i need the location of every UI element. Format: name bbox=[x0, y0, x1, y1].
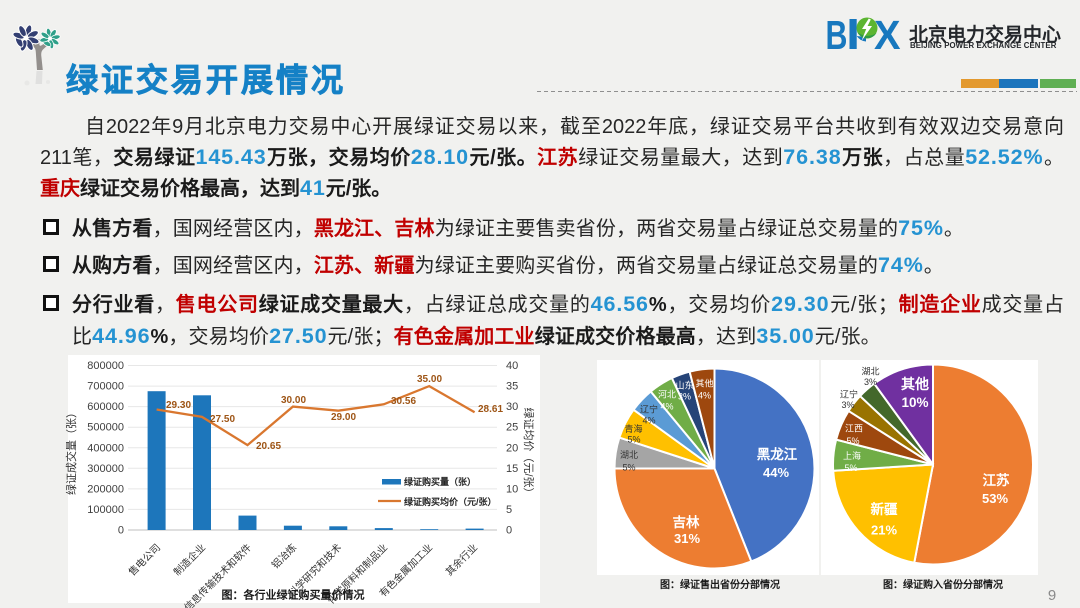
svg-text:3%: 3% bbox=[841, 400, 854, 410]
svg-text:0: 0 bbox=[506, 525, 512, 537]
svg-text:绿证均价（元/张）: 绿证均价（元/张） bbox=[522, 407, 536, 498]
svg-text:20: 20 bbox=[506, 442, 518, 454]
svg-text:青海: 青海 bbox=[624, 423, 642, 434]
svg-text:5%: 5% bbox=[844, 463, 857, 473]
svg-text:图：绿证售出省份分部情况: 图：绿证售出省份分部情况 bbox=[660, 578, 780, 591]
svg-text:0: 0 bbox=[118, 525, 124, 537]
svg-text:100000: 100000 bbox=[87, 504, 124, 516]
svg-text:600000: 600000 bbox=[87, 401, 124, 413]
svg-text:10%: 10% bbox=[901, 395, 928, 410]
svg-text:上海: 上海 bbox=[843, 450, 861, 461]
svg-text:5%: 5% bbox=[622, 463, 635, 473]
svg-text:5%: 5% bbox=[846, 436, 859, 446]
svg-text:湖北: 湖北 bbox=[861, 367, 879, 377]
svg-text:5: 5 bbox=[506, 504, 512, 516]
svg-text:图：绿证购入省份分部情况: 图：绿证购入省份分部情况 bbox=[883, 578, 1003, 591]
svg-text:30: 30 bbox=[506, 401, 518, 413]
svg-text:27.50: 27.50 bbox=[210, 414, 235, 425]
svg-text:其他: 其他 bbox=[901, 376, 929, 392]
svg-text:图：各行业绿证购买量价情况: 图：各行业绿证购买量价情况 bbox=[222, 588, 365, 602]
svg-text:绿证购买均价（元/张）: 绿证购买均价（元/张） bbox=[404, 496, 497, 507]
svg-text:辽宁: 辽宁 bbox=[840, 389, 858, 400]
svg-text:3%: 3% bbox=[864, 377, 877, 387]
svg-text:江西: 江西 bbox=[845, 424, 863, 434]
svg-text:53%: 53% bbox=[982, 491, 1008, 506]
svg-text:辽宁: 辽宁 bbox=[640, 404, 658, 415]
svg-text:25: 25 bbox=[506, 422, 518, 434]
svg-text:300000: 300000 bbox=[87, 463, 124, 475]
svg-text:绿证成交量（张）: 绿证成交量（张） bbox=[64, 407, 78, 495]
svg-text:400000: 400000 bbox=[87, 442, 124, 454]
svg-text:500000: 500000 bbox=[87, 422, 124, 434]
svg-text:新疆: 新疆 bbox=[871, 501, 899, 517]
svg-text:江苏: 江苏 bbox=[983, 472, 1011, 488]
svg-text:700000: 700000 bbox=[87, 381, 124, 393]
svg-text:B: B bbox=[826, 14, 848, 56]
svg-text:其他: 其他 bbox=[695, 378, 713, 389]
svg-text:河北: 河北 bbox=[658, 389, 676, 400]
svg-text:20.65: 20.65 bbox=[256, 441, 281, 452]
svg-text:200000: 200000 bbox=[87, 483, 124, 495]
svg-text:30.56: 30.56 bbox=[391, 396, 416, 407]
svg-text:吉林: 吉林 bbox=[673, 514, 701, 530]
svg-text:29.00: 29.00 bbox=[331, 412, 356, 423]
svg-text:31%: 31% bbox=[674, 531, 700, 546]
svg-text:9: 9 bbox=[1048, 587, 1056, 604]
svg-text:绿证购买量（张）: 绿证购买量（张） bbox=[404, 476, 476, 487]
svg-text:X: X bbox=[874, 14, 901, 56]
svg-text:35: 35 bbox=[506, 381, 518, 393]
svg-text:28.61: 28.61 bbox=[478, 404, 503, 415]
svg-text:35.00: 35.00 bbox=[417, 374, 442, 385]
svg-text:44%: 44% bbox=[763, 465, 789, 480]
svg-text:40: 40 bbox=[506, 360, 518, 372]
svg-text:湖北: 湖北 bbox=[620, 450, 638, 460]
svg-text:800000: 800000 bbox=[87, 360, 124, 372]
svg-text:山东: 山东 bbox=[675, 380, 693, 391]
svg-text:15: 15 bbox=[506, 463, 518, 475]
svg-text:4%: 4% bbox=[642, 416, 655, 426]
svg-text:3%: 3% bbox=[678, 392, 691, 402]
svg-text:30.00: 30.00 bbox=[281, 395, 306, 406]
svg-text:21%: 21% bbox=[871, 523, 897, 538]
svg-text:10: 10 bbox=[506, 483, 518, 495]
svg-text:4%: 4% bbox=[698, 391, 711, 401]
svg-text:4%: 4% bbox=[660, 402, 673, 412]
svg-text:5%: 5% bbox=[627, 435, 640, 445]
svg-text:黑龙江: 黑龙江 bbox=[757, 446, 798, 462]
svg-text:29.30: 29.30 bbox=[166, 400, 191, 411]
